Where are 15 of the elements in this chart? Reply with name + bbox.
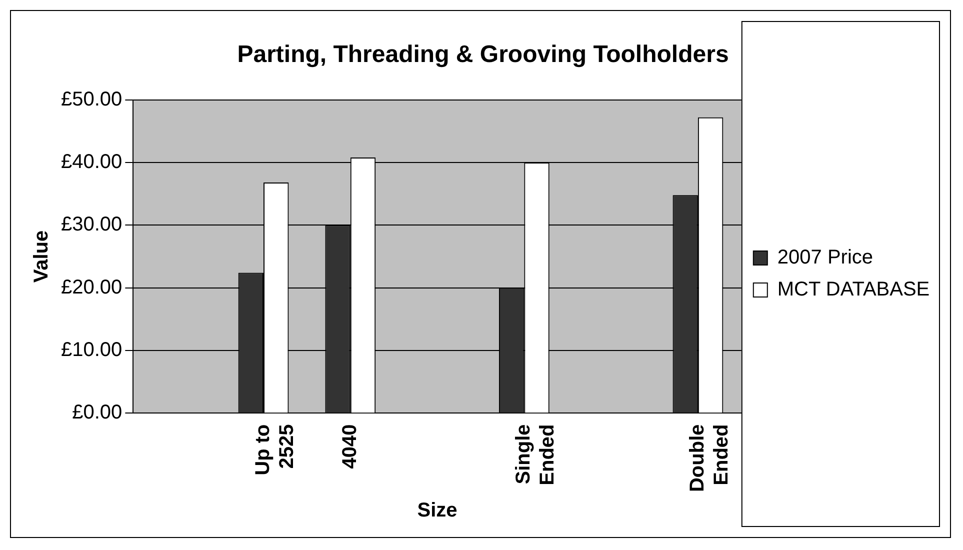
y-tick-label: £20.00 — [61, 276, 122, 298]
y-tick-label: £0.00 — [72, 402, 122, 424]
y-tick-label: £30.00 — [61, 214, 122, 236]
y-tick-label: £50.00 — [61, 88, 122, 110]
y-tick-label: £10.00 — [61, 339, 122, 362]
legend-label: MCT DATABASE — [777, 278, 930, 301]
x-tick-label: Single Ended — [512, 424, 559, 486]
legend-label: 2007 Price — [777, 246, 874, 269]
chart-title: Parting, Threading & Grooving Toolholders — [237, 41, 729, 68]
y-axis-title: Value — [30, 230, 53, 283]
x-tick-label: 4040 — [338, 424, 361, 469]
x-axis-title: Size — [417, 500, 458, 522]
x-tick-label: Up to 2525 — [252, 424, 298, 476]
y-tick-label: £40.00 — [61, 151, 122, 173]
x-tick-label: Double Ended — [686, 424, 732, 492]
